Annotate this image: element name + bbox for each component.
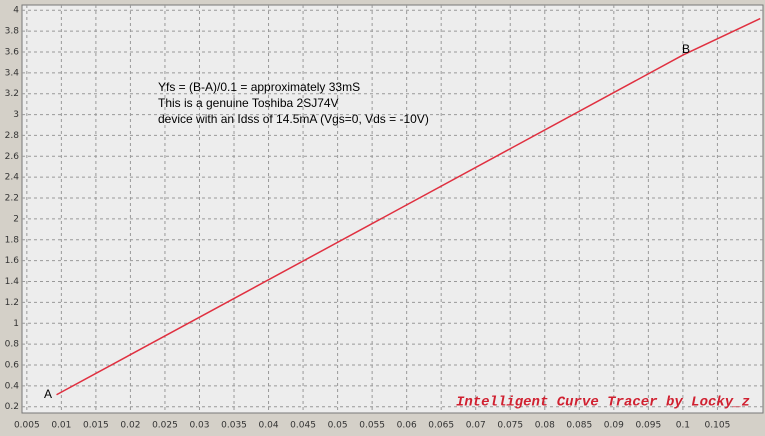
- x-tick-label: 0.02: [120, 421, 140, 431]
- y-tick-label: 1.8: [5, 235, 20, 245]
- y-tick-label: 1: [13, 319, 19, 329]
- y-tick-label: 3.6: [5, 47, 20, 57]
- x-tick-label: 0.055: [359, 421, 385, 431]
- y-tick-label: 0.4: [5, 381, 20, 391]
- x-tick-label: 0.075: [497, 421, 523, 431]
- y-tick-label: 0.8: [5, 340, 20, 350]
- annotation: This is a genuine Toshiba 2SJ74V: [158, 96, 339, 110]
- x-tick-label: 0.005: [14, 421, 40, 431]
- point-label: B: [682, 42, 690, 56]
- x-tick-label: 0.085: [566, 421, 592, 431]
- grid: [22, 5, 763, 413]
- annotation: Yfs = (B-A)/0.1 = approximately 33mS: [158, 80, 360, 94]
- y-tick-label: 4: [13, 6, 19, 16]
- x-tick-label: 0.065: [428, 421, 454, 431]
- x-tick-label: 0.095: [635, 421, 661, 431]
- y-tick-label: 1.6: [5, 256, 20, 266]
- curve: [56, 17, 761, 396]
- x-tick-label: 0.015: [83, 421, 109, 431]
- marks: [56, 17, 761, 396]
- y-tick-label: 3.2: [5, 89, 19, 99]
- y-tick-label: 0.2: [5, 402, 19, 412]
- x-tick-label: 0.01: [51, 421, 71, 431]
- y-tick-label: 3: [13, 110, 19, 120]
- y-tick-label: 3.8: [5, 27, 20, 37]
- y-tick-label: 2.8: [5, 131, 20, 141]
- watermark: Intelligent Curve Tracer by Locky_z: [456, 395, 750, 411]
- y-tick-label: 2.2: [5, 194, 19, 204]
- x-tick-label: 0.025: [152, 421, 178, 431]
- x-tick-label: 0.08: [535, 421, 555, 431]
- x-tick-label: 0.06: [397, 421, 417, 431]
- y-tick-label: 1.2: [5, 298, 19, 308]
- x-tick-label: 0.105: [705, 421, 731, 431]
- x-tick-label: 0.05: [328, 421, 348, 431]
- y-tick-label: 2.6: [5, 152, 20, 162]
- plot-area: [21, 4, 764, 414]
- x-tick-label: 0.07: [466, 421, 486, 431]
- x-tick-label: 0.035: [221, 421, 247, 431]
- y-tick-label: 2: [13, 214, 19, 224]
- point-label: A: [44, 387, 52, 401]
- x-tick-label: 0.09: [604, 421, 624, 431]
- x-tick-label: 0.04: [259, 421, 279, 431]
- y-tick-label: 2.4: [5, 173, 20, 183]
- x-tick-label: 0.03: [189, 421, 209, 431]
- y-tick-label: 0.6: [5, 361, 20, 371]
- annotation: device with an Idss of 14.5mA (Vgs=0, Vd…: [158, 112, 429, 126]
- x-tick-label: 0.045: [290, 421, 316, 431]
- x-tick-label: 0.1: [676, 421, 690, 431]
- y-tick-label: 3.4: [5, 68, 20, 78]
- y-tick-label: 1.4: [5, 277, 20, 287]
